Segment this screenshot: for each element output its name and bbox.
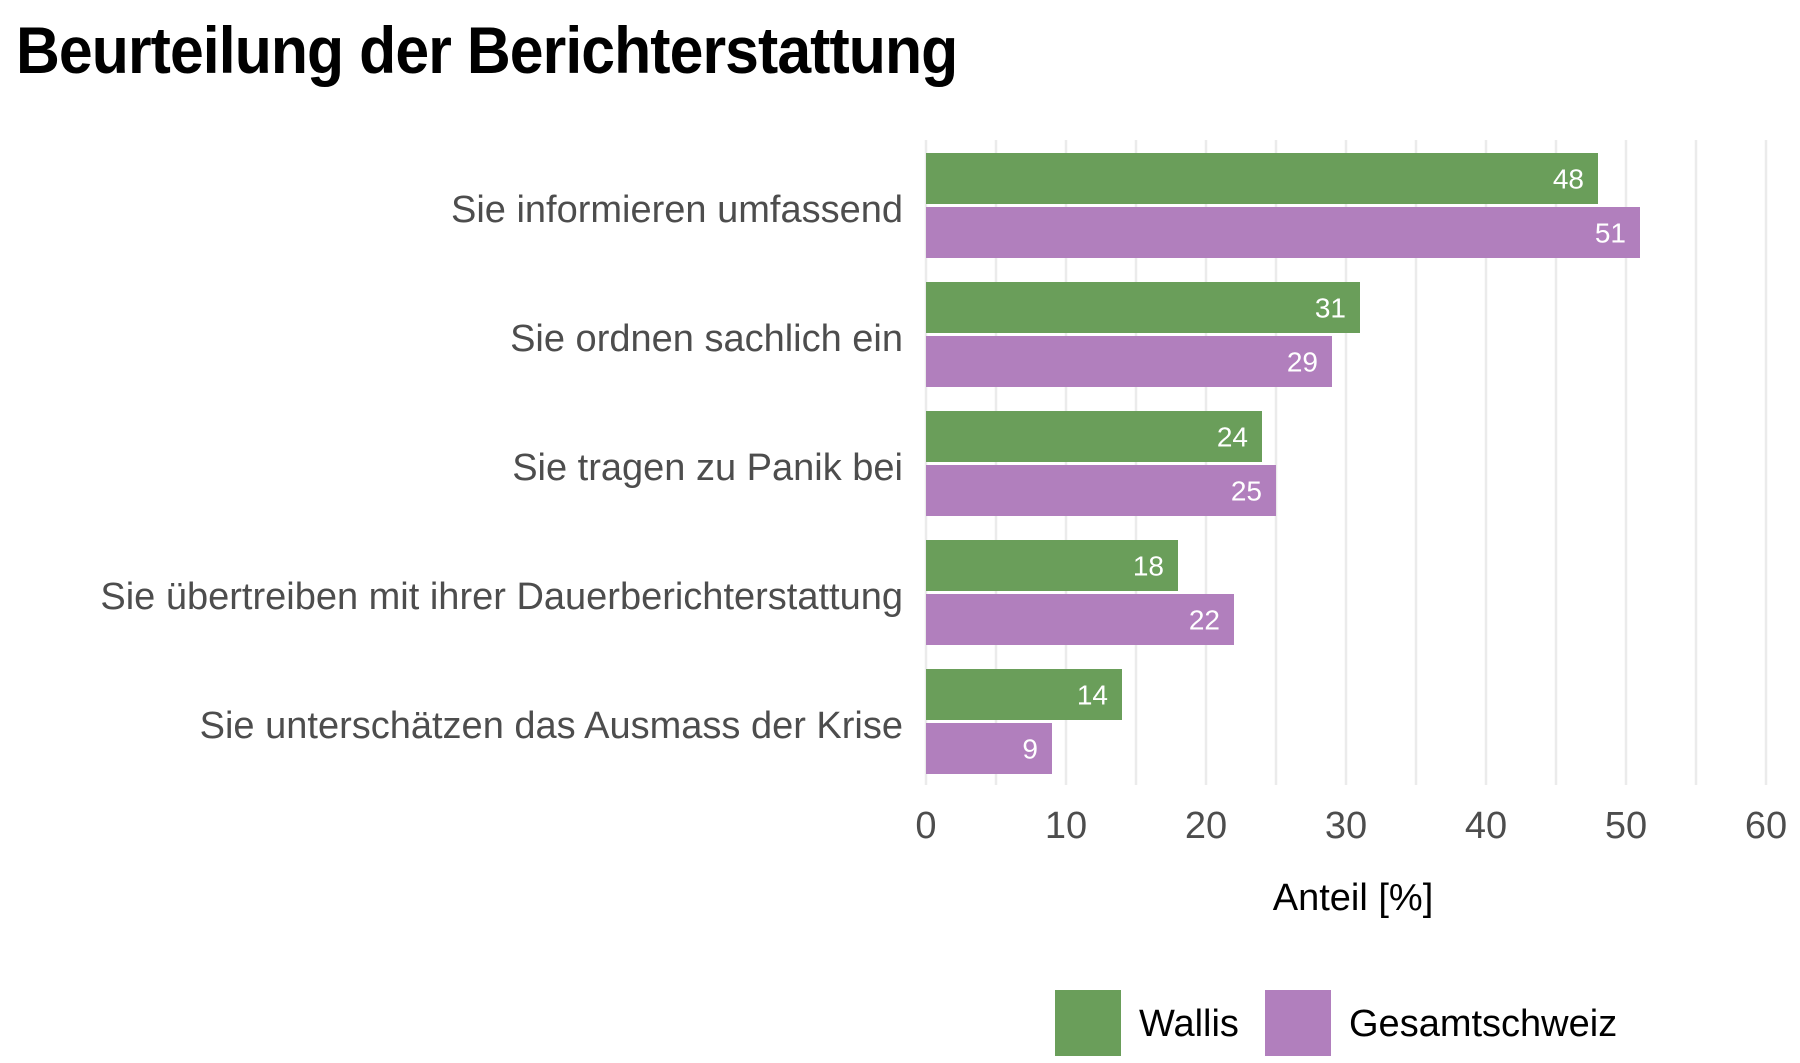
bar-wallis — [926, 153, 1598, 204]
bars: 48 51 31 29 24 25 18 22 14 9 — [926, 153, 1640, 774]
data-label: 31 — [1315, 293, 1346, 324]
bar-gesamtschweiz — [926, 594, 1234, 645]
x-tick-label: 0 — [915, 805, 936, 847]
category-label: Sie tragen zu Panik bei — [512, 447, 903, 489]
x-tick-label: 30 — [1325, 805, 1367, 847]
bar-gesamtschweiz — [926, 465, 1276, 516]
category-label: Sie informieren umfassend — [451, 189, 903, 231]
x-tick-label: 20 — [1185, 805, 1227, 847]
legend-label-wallis: Wallis — [1139, 1003, 1239, 1045]
data-label: 48 — [1553, 164, 1584, 195]
x-tick-label: 10 — [1045, 805, 1087, 847]
data-label: 14 — [1077, 680, 1108, 711]
x-tick-label: 60 — [1745, 805, 1787, 847]
data-label: 25 — [1231, 476, 1262, 507]
x-tick-label: 50 — [1605, 805, 1647, 847]
bar-wallis — [926, 282, 1360, 333]
x-tick-label: 40 — [1465, 805, 1507, 847]
category-label: Sie übertreiben mit ihrer Dauerberichter… — [100, 576, 903, 618]
bar-gesamtschweiz — [926, 207, 1640, 258]
data-label: 29 — [1287, 347, 1318, 378]
bar-wallis — [926, 540, 1178, 591]
category-label: Sie ordnen sachlich ein — [510, 318, 903, 360]
legend-swatch-gesamtschweiz — [1265, 990, 1331, 1056]
bar-gesamtschweiz — [926, 336, 1332, 387]
data-label: 9 — [1022, 734, 1038, 765]
bar-wallis — [926, 411, 1262, 462]
category-labels: Sie informieren umfassend Sie ordnen sach… — [100, 189, 903, 747]
bar-gesamtschweiz — [926, 723, 1052, 774]
legend: Wallis Gesamtschweiz — [1055, 990, 1617, 1056]
x-axis-label: Anteil [%] — [1273, 877, 1434, 919]
chart-title: Beurteilung der Berichterstattung — [16, 13, 958, 87]
data-label: 18 — [1133, 551, 1164, 582]
category-label: Sie unterschätzen das Ausmass der Krise — [200, 705, 903, 747]
legend-label-gesamtschweiz: Gesamtschweiz — [1349, 1003, 1617, 1045]
data-label: 24 — [1217, 422, 1248, 453]
data-label: 51 — [1595, 218, 1626, 249]
x-axis-ticks: 0 10 20 30 40 50 60 — [915, 805, 1787, 847]
data-label: 22 — [1189, 605, 1220, 636]
legend-swatch-wallis — [1055, 990, 1121, 1056]
bar-wallis — [926, 669, 1122, 720]
